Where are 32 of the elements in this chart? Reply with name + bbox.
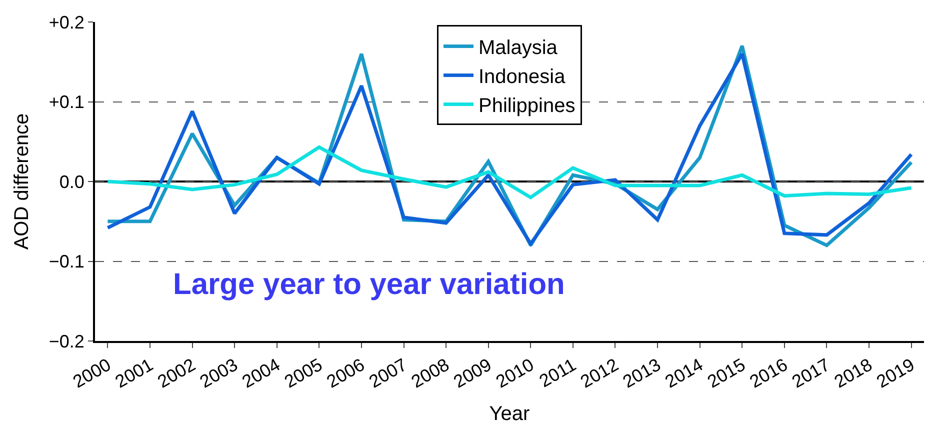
x-tick-label: 2016: [746, 354, 791, 392]
x-tick-label: 2004: [238, 354, 284, 392]
x-tick-label: 2015: [704, 354, 749, 392]
x-tick-label: 2002: [154, 354, 199, 392]
x-tick-label: 2018: [830, 354, 876, 392]
x-tick-label: 2006: [323, 354, 368, 392]
y-axis-title: AOD difference: [10, 113, 33, 250]
x-tick-label: 2009: [450, 354, 495, 392]
x-tick-label: 2012: [577, 354, 622, 392]
x-tick-label: 2000: [70, 354, 114, 392]
x-tick-label: 2013: [619, 354, 664, 392]
legend-label: Philippines: [478, 94, 576, 117]
y-tick-label: −0.2: [48, 331, 84, 352]
x-tick-label: 2001: [112, 354, 156, 392]
x-tick-label: 2011: [536, 354, 580, 392]
x-tick-label: 2017: [788, 354, 834, 392]
y-tick-label: 0.0: [59, 172, 84, 192]
x-tick-label: 2014: [662, 354, 706, 392]
x-tick-label: 2008: [408, 354, 453, 392]
x-tick-label: 2007: [366, 354, 410, 392]
x-tick-label: 2019: [873, 354, 918, 392]
y-tick-label: +0.2: [48, 12, 84, 32]
line-series: [106, 145, 914, 200]
annotation: Large year to year variation: [173, 268, 565, 301]
x-tick-label: 2010: [492, 354, 538, 392]
x-axis-title: Year: [489, 402, 530, 425]
legend-label: Malaysia: [478, 36, 558, 59]
x-tick-label: 2005: [280, 354, 326, 392]
legend-label: Indonesia: [478, 66, 566, 88]
x-tick-label: 2003: [196, 354, 242, 392]
y-tick-label: −0.1: [48, 252, 84, 272]
y-tick-label: +0.1: [48, 92, 84, 112]
